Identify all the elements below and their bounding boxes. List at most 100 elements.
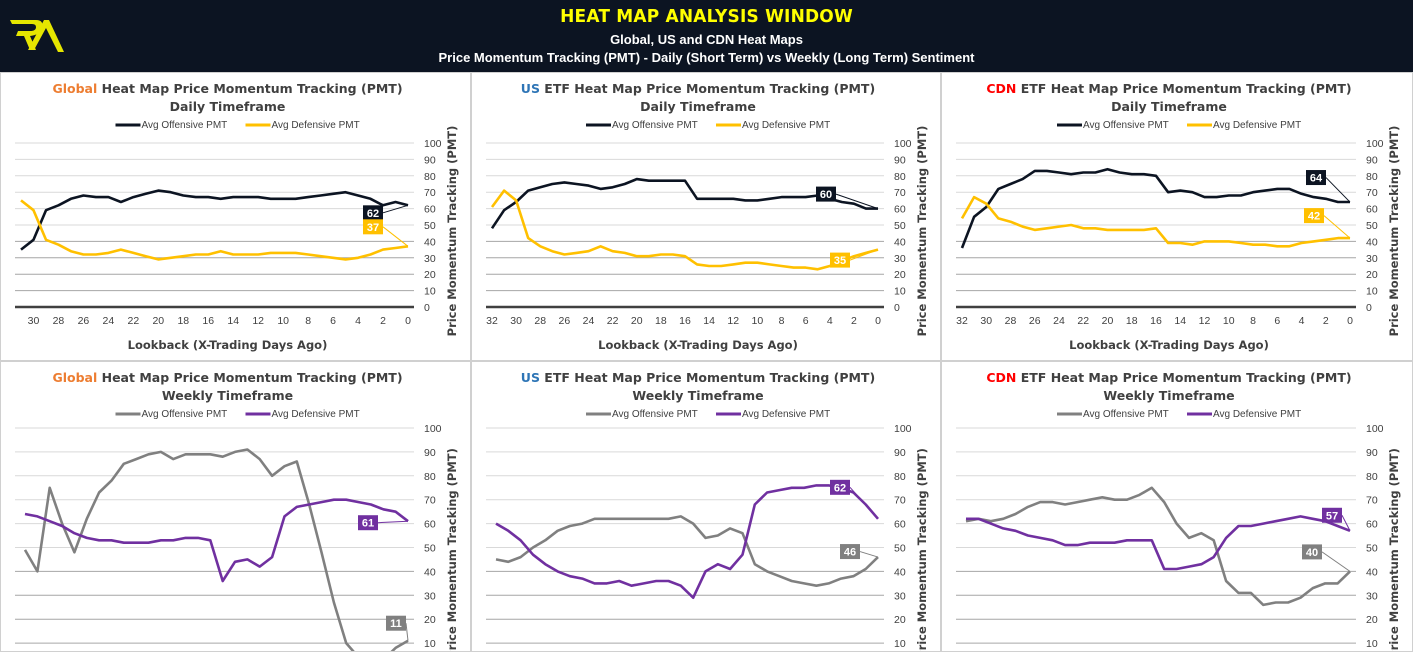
- x-tick-label: 4: [355, 315, 361, 327]
- series-line-avg-defensive-pmt: [24, 498, 409, 583]
- x-tick-label: 18: [177, 315, 189, 327]
- y-tick-label: 30: [894, 590, 906, 602]
- series-line-avg-offensive-pmt: [20, 189, 409, 251]
- y-tick-label: 70: [424, 495, 436, 507]
- y-tick-label: 20: [1366, 614, 1378, 626]
- chart-title-rest: Heat Map Price Momentum Tracking (PMT): [97, 370, 402, 385]
- series-line-avg-offensive-pmt: [23, 448, 409, 651]
- data-label-leader: [382, 226, 409, 247]
- y-tick-label: 70: [424, 187, 436, 199]
- x-tick-label: 32: [486, 315, 498, 327]
- chart-title: US ETF Heat Map Price Momentum Tracking …: [521, 81, 875, 96]
- x-tick-label: 2: [380, 315, 386, 327]
- data-label-avg-defensive-pmt: 35: [834, 255, 846, 267]
- legend-label-avg-defensive-pmt: Avg Defensive PMT: [1213, 120, 1301, 131]
- y-tick-label: 100: [1366, 138, 1384, 150]
- y-tick-label: 20: [424, 269, 436, 281]
- data-label-leader: [835, 193, 879, 210]
- chart-subtitle: Weekly Timeframe: [1103, 388, 1234, 403]
- data-label-box: [358, 515, 378, 531]
- y-tick-label: 100: [1366, 423, 1384, 435]
- x-tick-label: 24: [583, 315, 595, 327]
- y-tick-label: 50: [894, 543, 906, 555]
- x-tick-label: 22: [1077, 315, 1089, 327]
- x-tick-label: 16: [1150, 315, 1162, 327]
- x-tick-label: 28: [53, 315, 65, 327]
- x-tick-label: 8: [1250, 315, 1256, 327]
- chart-global-weekly: Global Heat Map Price Momentum Tracking …: [15, 370, 459, 651]
- chart-title-rest: ETF Heat Map Price Momentum Tracking (PM…: [540, 370, 875, 385]
- x-tick-label: 6: [330, 315, 336, 327]
- chart-grid: Global Heat Map Price Momentum Tracking …: [0, 72, 1413, 652]
- data-label-avg-defensive-pmt: 37: [367, 222, 379, 234]
- x-tick-label: 24: [1053, 315, 1065, 327]
- y-axis-title: Price Momentum Tracking (PMT): [445, 126, 459, 337]
- page-subtitle: Global, US and CDN Heat Maps: [610, 32, 803, 47]
- x-tick-label: 18: [1126, 315, 1138, 327]
- legend-label-avg-offensive-pmt: Avg Offensive PMT: [612, 409, 698, 420]
- series-line-avg-defensive-pmt: [495, 484, 879, 599]
- legend-label-avg-defensive-pmt: Avg Defensive PMT: [742, 409, 830, 420]
- data-label-leader: [382, 204, 409, 214]
- chart-global-daily: Global Heat Map Price Momentum Tracking …: [15, 81, 459, 352]
- y-tick-label: 10: [894, 286, 906, 298]
- y-tick-label: 30: [1366, 253, 1378, 265]
- data-label-avg-defensive-pmt: 42: [1308, 211, 1320, 223]
- y-tick-label: 60: [424, 204, 436, 216]
- chart-subtitle: Weekly Timeframe: [162, 388, 293, 403]
- y-tick-label: 80: [424, 171, 436, 183]
- y-tick-label: 90: [1366, 447, 1378, 459]
- x-axis-title: Lookback (X-Trading Days Ago): [128, 338, 328, 352]
- y-tick-label: 50: [894, 220, 906, 232]
- data-label-leader: [1341, 515, 1351, 531]
- x-tick-label: 8: [779, 315, 785, 327]
- data-label-leader: [1323, 215, 1351, 239]
- x-tick-label: 18: [655, 315, 667, 327]
- chart-title-region: US: [521, 370, 540, 385]
- legend-label-avg-defensive-pmt: Avg Defensive PMT: [1213, 409, 1301, 420]
- data-label-avg-defensive-pmt: 57: [1326, 510, 1338, 522]
- x-tick-label: 0: [1347, 315, 1353, 327]
- data-label-box: [1304, 208, 1324, 224]
- header-banner: HEAT MAP ANALYSIS WINDOW Global, US and …: [0, 0, 1413, 72]
- y-tick-label: 60: [1366, 519, 1378, 531]
- data-label-avg-offensive-pmt: 40: [1306, 547, 1318, 559]
- y-tick-label: 80: [424, 471, 436, 483]
- chart-title-rest: ETF Heat Map Price Momentum Tracking (PM…: [1016, 370, 1351, 385]
- y-tick-label: 50: [1366, 543, 1378, 555]
- chart-title: CDN ETF Heat Map Price Momentum Tracking…: [986, 370, 1351, 385]
- data-label-box: [1302, 544, 1322, 560]
- chart-panel-cdn-daily: CDN ETF Heat Map Price Momentum Tracking…: [942, 73, 1412, 360]
- y-tick-label: 10: [1366, 286, 1378, 298]
- chart-title-region: US: [521, 81, 540, 96]
- page-title: HEAT MAP ANALYSIS WINDOW: [560, 6, 853, 28]
- y-axis-title: Price Momentum Tracking (PMT): [1387, 448, 1401, 651]
- x-tick-label: 12: [1199, 315, 1211, 327]
- y-axis-title: Price Momentum Tracking (PMT): [915, 126, 929, 337]
- y-tick-label: 10: [894, 638, 906, 650]
- data-label-leader: [1325, 177, 1351, 203]
- x-tick-label: 12: [727, 315, 739, 327]
- series-line-avg-defensive-pmt: [490, 189, 879, 271]
- y-tick-label: 50: [1366, 220, 1378, 232]
- series-line-avg-offensive-pmt: [960, 167, 1350, 249]
- data-label-leader: [859, 551, 879, 558]
- y-tick-label: 40: [424, 566, 436, 578]
- chart-panel-cdn-weekly: CDN ETF Heat Map Price Momentum Tracking…: [942, 362, 1412, 651]
- chart-title-rest: ETF Heat Map Price Momentum Tracking (PM…: [540, 81, 875, 96]
- series-line-avg-defensive-pmt: [960, 195, 1350, 248]
- x-tick-label: 30: [510, 315, 522, 327]
- legend-label-avg-offensive-pmt: Avg Offensive PMT: [142, 120, 228, 131]
- y-tick-label: 10: [424, 286, 436, 298]
- data-label-leader: [405, 623, 409, 641]
- legend-label-avg-offensive-pmt: Avg Offensive PMT: [1083, 120, 1169, 131]
- y-tick-label: 20: [424, 614, 436, 626]
- y-tick-label: 70: [894, 187, 906, 199]
- data-label-box: [363, 219, 383, 235]
- y-tick-label: 70: [1366, 495, 1378, 507]
- y-tick-label: 70: [1366, 187, 1378, 199]
- data-label-avg-offensive-pmt: 60: [820, 189, 832, 201]
- x-axis-title: Lookback (X-Trading Days Ago): [598, 338, 798, 352]
- x-tick-label: 30: [980, 315, 992, 327]
- y-tick-label: 10: [1366, 638, 1378, 650]
